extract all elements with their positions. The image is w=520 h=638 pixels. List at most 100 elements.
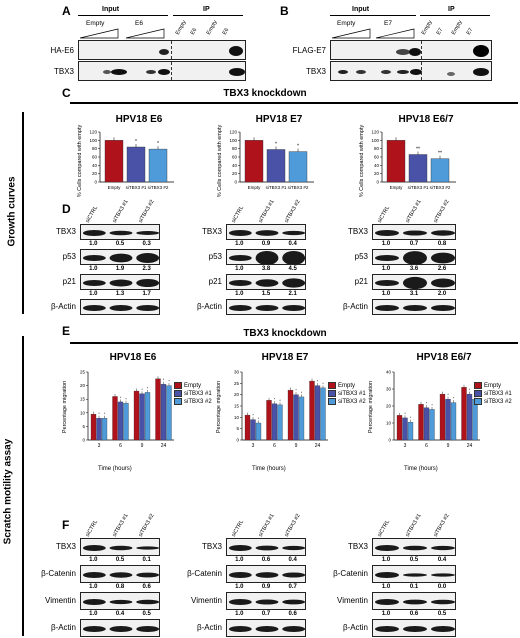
y-tick-label: 15 [234,404,240,409]
bar [450,402,457,441]
x-tick-label: siTBX3 #1 [126,185,147,190]
band [228,545,252,551]
lane-label: siCTRL [376,519,392,538]
blot-row-label: β-Actin [50,302,76,311]
blot-row-label: p53 [354,252,368,261]
y-tick-label: 20 [80,383,86,388]
significance-star: * [252,414,254,418]
legend-swatch [474,382,482,389]
quant-value: 0.5 [115,557,125,563]
y-tick-label: 5 [236,426,239,431]
y-tick-label: 80 [374,146,380,151]
quant-value: 0.4 [115,611,125,617]
lane-label: siTBX3 #1 [111,513,130,538]
significance-star: * [163,378,165,382]
quant-value: 0.6 [261,557,271,563]
bar [144,392,151,441]
blot-row-label: Vimentin [337,596,368,605]
significance-star: * [168,380,170,384]
legend-si2: siTBX3 #2 [338,399,366,406]
gradient-wedges [79,28,165,39]
bar [396,415,403,441]
blot-band [80,299,160,315]
lane-label: siCTRL [230,205,246,224]
e-xlabel-1: Time (hours) [98,466,132,472]
blot-row-label: p53 [208,252,222,261]
legend-empty: Empty [484,383,502,390]
blot-row-label: β-Actin [196,623,222,632]
y-tick-label: 100 [229,138,237,143]
x-tick-label: 6 [273,443,276,449]
band [431,252,455,264]
y-tick-label: 20 [386,404,392,409]
blot-tbx3 [78,61,246,81]
bar [139,393,145,441]
blot-band [372,592,456,610]
legend-si1: siTBX3 #1 [184,391,212,398]
quant-value: 1.0 [235,241,244,247]
quant-value: 2.0 [437,291,447,297]
y-tick-label: 15 [80,397,86,402]
quant-value: 0.5 [115,241,125,247]
quant-value: 1.0 [89,291,98,297]
ip-lane-b3: Empty [450,19,464,36]
ip-label-b: IP [448,6,455,13]
bar [402,417,408,441]
y-tick-label: 120 [229,130,237,135]
blot-row-label: Vimentin [191,596,222,605]
band [82,280,106,286]
significance-star: * [404,412,406,416]
significance-star: * [258,417,260,421]
quant-value: 4.5 [288,266,297,272]
band [136,626,159,632]
quant-value: 0.6 [409,611,419,617]
quant-value: 0.7 [409,241,419,247]
significance-star: * [410,416,412,420]
band [255,279,279,287]
input-line [78,15,168,16]
significance-star: * [453,397,455,401]
panel-label-c: C [62,86,71,100]
blot-row-label: TBX3 [55,542,76,551]
row-flag-e7: FLAG-E7 [292,46,326,55]
blot-band [226,538,306,556]
quant-value: 1.0 [235,611,244,617]
x-tick-label: Empty [248,185,262,190]
band [136,305,159,311]
blot-band [226,224,306,240]
band [228,255,252,261]
quant-value: 0.4 [288,241,297,247]
blot-row-label: p21 [62,277,76,286]
band [375,545,399,551]
bar [386,140,406,183]
band [82,599,106,605]
band [82,255,106,261]
significance-star: * [157,141,159,147]
band [136,546,159,550]
band [282,626,305,632]
band [403,545,427,551]
growth-chart-e6: 0 20 40 60 80 100 120 Empty * siTBX3 #1 * siTBX3 #2 [89,130,174,190]
scratch-side-line [22,336,24,636]
lane-label: siTBX3 #1 [257,513,276,538]
growth-side-line [22,112,24,314]
band [282,545,305,551]
lane-label: siCTRL [84,205,100,224]
band [255,545,279,551]
y-tick-label: 0 [234,180,237,185]
quant-value: 2.6 [437,266,447,272]
knockdown-bar-e [70,342,518,344]
blot-band [80,249,160,265]
e-ylabel-2: Percentage migration [216,380,222,434]
significance-star: * [447,393,449,397]
row-ha-e6: HA-E6 [50,46,74,55]
quant-value: 3.1 [409,291,419,297]
bar [90,414,97,441]
significance-star: * [322,382,324,386]
band [136,599,159,605]
quant-value: 0.0 [437,584,447,590]
blot-row-label: β-Catenin [41,569,76,578]
y-tick-label: 25 [80,370,86,375]
band [282,572,305,578]
band [109,572,133,578]
